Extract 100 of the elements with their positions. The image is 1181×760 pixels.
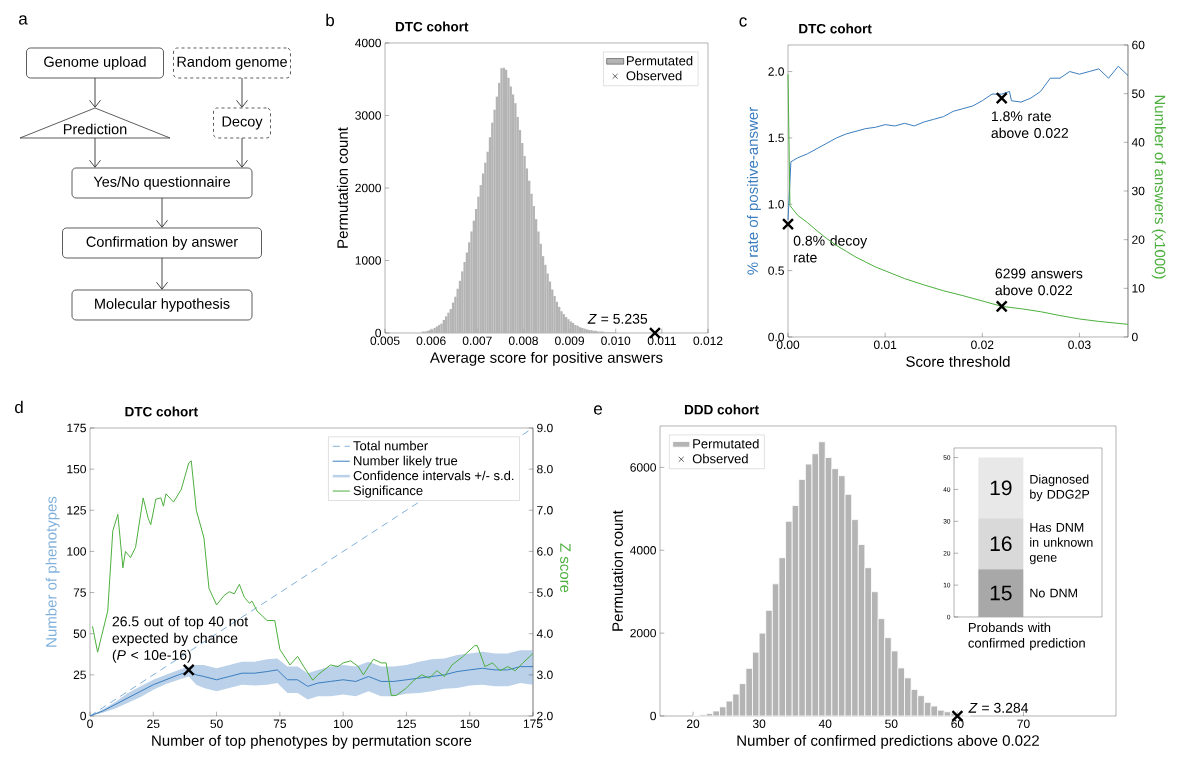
annotation: 0.8% decoy rate [793, 235, 868, 263]
annotation: 26.5 out of top 40 not expected by chance (P < 10e-16) [112, 616, 249, 663]
x-tick-label: 0.01 [873, 340, 897, 350]
x-axis-title: Number of confirmed predictions above 0.022 [737, 734, 1039, 749]
y2-tick-label: 9.0 [537, 423, 553, 433]
y2-tick-label: 7.0 [537, 506, 553, 515]
y-tick-label: 125 [67, 506, 86, 515]
x-axis-title: Average score for positive answers [429, 351, 663, 366]
x-tick-label: 0.03 [1068, 340, 1091, 350]
y-tick-label: 4000 [355, 38, 382, 48]
y2-tick-label: 2.0 [537, 711, 553, 721]
text: Yes/No questionnaire [93, 176, 230, 190]
y-tick-label: 2000 [630, 628, 656, 638]
chart-title: DTC cohort [125, 406, 198, 417]
x-tick-label: 30 [752, 719, 766, 729]
text: b [326, 13, 335, 27]
chart-title: DTC cohort [799, 23, 872, 34]
legend-label: Total number [353, 440, 428, 451]
x-tick-label: 175 [523, 719, 543, 728]
y2-tick-label: 3.0 [536, 670, 553, 680]
x-tick-label: 40 [818, 719, 832, 729]
text: d [15, 400, 23, 414]
chart-title: DDD cohort [684, 404, 759, 415]
legend-label: Observed [626, 70, 682, 81]
x-tick-label: 70 [1017, 719, 1030, 729]
annotation: Z = 5.235 [587, 313, 648, 324]
y2-tick-label: 8.0 [537, 464, 553, 474]
x-tick-label: 0.02 [971, 340, 994, 350]
x-tick-label: 0.011 [647, 336, 676, 346]
annotation: 6299 answers above 0.022 [995, 268, 1083, 296]
annotation: Z = 3.284 [968, 702, 1029, 713]
y-tick-label: 50 [73, 629, 87, 638]
x-tick-label: 100 [334, 719, 353, 729]
series-label: Diagnosed by DDG2P [1030, 474, 1090, 502]
text: a [19, 15, 28, 25]
x-tick-label: 0.007 [462, 336, 492, 346]
y-tick-label: 0 [650, 711, 657, 721]
legend-label: Number likely true [354, 455, 458, 468]
y-tick-label: 2000 [355, 183, 382, 193]
y-tick-label: 4000 [630, 546, 656, 555]
x-tick-label: 0.008 [508, 336, 538, 346]
text: Decoy [222, 116, 263, 130]
x-tick-label: 60 [951, 719, 964, 729]
x-axis-title: Score threshold [906, 355, 1010, 367]
text: Prediction [63, 123, 127, 135]
y2-tick-label: 4.0 [536, 629, 553, 638]
y-tick-label: 6000 [630, 463, 656, 472]
text: e [594, 405, 602, 415]
y2-axis-title: Z score [560, 543, 571, 593]
y2-tick-label: 5.0 [537, 588, 553, 597]
annotation: Confidence intervals +/- s.d. [353, 470, 514, 481]
x-tick-label: 25 [147, 719, 160, 729]
x-tick-label: 20 [686, 719, 700, 729]
y-tick-label: 150 [67, 464, 87, 474]
y-tick-label: 100 [67, 547, 87, 556]
legend-label: Permutated [626, 55, 693, 66]
legend-label: Observed [692, 453, 748, 464]
data-label: 19 [990, 480, 1012, 496]
x-axis-title: Probands with confirmed prediction [968, 622, 1085, 651]
y-tick-label: 0 [375, 328, 382, 338]
y-tick-label: 3000 [355, 111, 382, 120]
legend-label: Significance [353, 485, 423, 498]
y-tick-label: 1.0 [768, 200, 785, 209]
x-tick-label: 125 [397, 719, 416, 729]
y-axis-title: % rate of positive-answer [746, 107, 761, 275]
annotation: 1.8% rate above 0.022 [991, 111, 1069, 138]
legend-label: Permutated [693, 438, 759, 449]
y2-tick-label: 20 [1132, 235, 1145, 244]
text: c [739, 17, 747, 27]
data-label: 16 [990, 536, 1012, 552]
text: Genome upload [44, 56, 146, 70]
y-tick-label: 0.5 [768, 266, 784, 275]
x-tick-label: 50 [210, 719, 223, 729]
chart-title: DTC cohort [395, 21, 469, 32]
y-axis-title: Number of phenotypes [45, 496, 60, 647]
x-axis-title: Number of top phenotypes by permutation score [152, 734, 472, 749]
x-tick-label: 75 [273, 719, 287, 728]
y2-tick-label: 30 [1131, 186, 1145, 196]
y-tick-label: 75 [73, 588, 86, 597]
y2-tick-label: 6.0 [537, 547, 553, 556]
y-tick-label: 1.5 [768, 133, 784, 143]
text: Random genome [177, 56, 287, 70]
x-tick-label: 50 [885, 719, 898, 729]
y-tick-label: 2.0 [768, 67, 785, 76]
x-tick-label: 0.006 [416, 336, 446, 346]
y2-axis-title: Number of answers (x1000) [1151, 95, 1166, 279]
x-tick-label: 0.00 [776, 340, 800, 350]
y-tick-label: 0.0 [768, 332, 785, 342]
y2-tick-label: 40 [1131, 138, 1145, 147]
series-label: Has DNM in unknown gene [1029, 523, 1093, 565]
y-tick-label: 25 [73, 670, 86, 680]
data-label: 15 [990, 585, 1012, 601]
x-tick-label: 0.009 [555, 336, 585, 346]
y2-tick-label: 50 [1132, 89, 1145, 98]
y-tick-label: 175 [67, 423, 86, 433]
y2-tick-label: 60 [1132, 40, 1145, 50]
y-tick-label: 1000 [355, 256, 382, 265]
text: Confirmation by answer [86, 236, 238, 250]
x-tick-label: 0.005 [370, 336, 400, 346]
y-axis-title: Permutation count [336, 127, 348, 248]
